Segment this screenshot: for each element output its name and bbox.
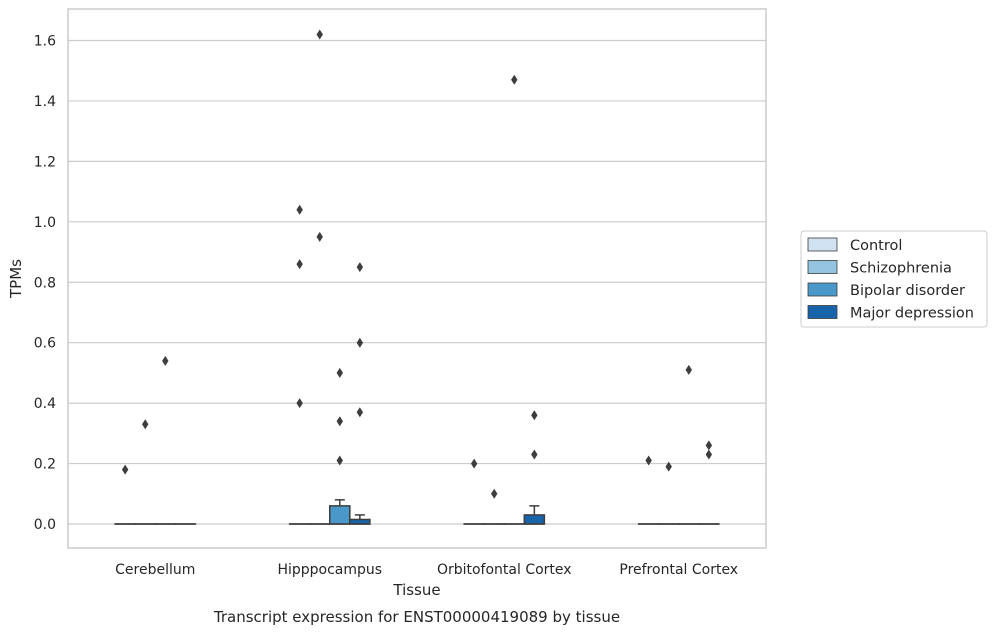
chart-caption: Transcript expression for ENST0000041908… — [213, 608, 620, 626]
y-tick-label: 0.8 — [34, 275, 56, 291]
box-body — [329, 505, 351, 525]
outlier-point — [142, 419, 149, 430]
outlier-point — [470, 458, 478, 469]
legend-frame — [800, 230, 988, 328]
outlier-point — [356, 262, 364, 273]
outlier-point — [356, 407, 364, 418]
plot-area-frame — [67, 8, 767, 549]
legend: Control Schizophrenia Bipolar disorder Majo… — [800, 230, 988, 328]
legend-label: Major depression — [850, 306, 974, 322]
y-tick-label: 0.4 — [34, 396, 56, 412]
y-tick-label: 1.0 — [34, 215, 56, 231]
grid-lines — [68, 39, 766, 525]
legend-label: Control — [850, 238, 902, 254]
legend-label: Bipolar disorder — [850, 283, 965, 299]
outlier-point — [336, 367, 343, 378]
outlier-point — [296, 204, 303, 215]
outlier-point — [645, 455, 652, 466]
outlier-point — [296, 259, 303, 270]
y-tick-label: 1.4 — [34, 94, 56, 110]
outlier-point — [511, 74, 518, 85]
legend-swatch — [807, 237, 838, 252]
y-tick-label: 1.6 — [34, 34, 56, 50]
outlier-point — [531, 410, 538, 421]
outlier-point — [121, 464, 129, 475]
y-axis-title: TPMs — [7, 259, 25, 299]
y-tick-label: 0.6 — [34, 336, 56, 352]
outlier-point — [531, 449, 538, 460]
x-tick-label: Orbitofontal Cortex — [437, 562, 572, 578]
y-tick-label: 1.2 — [34, 154, 56, 170]
outlier-point — [336, 416, 343, 427]
legend-swatch — [807, 260, 838, 274]
outlier-point — [665, 461, 672, 472]
x-axis-title: Tissue — [392, 581, 440, 599]
outlier-point — [316, 231, 323, 242]
boxes — [114, 499, 720, 525]
outlier-point — [491, 488, 498, 499]
x-axis-ticks: Cerebellum Hipppocampus Orbitofontal Corte… — [115, 562, 738, 578]
x-tick-label: Prefrontal Cortex — [619, 562, 738, 578]
outlier-point — [336, 455, 343, 466]
y-axis-ticks: 0.0 0.2 0.4 0.6 0.8 1.0 1.2 1.4 1.6 — [34, 34, 56, 534]
box-major-depression — [349, 514, 371, 525]
y-tick-label: 0.0 — [34, 517, 56, 533]
outlier-point — [296, 398, 303, 409]
outlier-point — [705, 449, 713, 460]
outlier-point — [356, 337, 364, 348]
outlier-point — [705, 440, 713, 451]
box-bipolar-disorder — [329, 499, 351, 525]
x-tick-label: Cerebellum — [115, 562, 195, 578]
box-body — [523, 514, 546, 525]
outlier-point — [316, 29, 323, 40]
x-tick-label: Hipppocampus — [277, 562, 382, 578]
y-tick-label: 0.2 — [34, 457, 56, 473]
outlier-point — [685, 364, 692, 375]
legend-swatch — [807, 305, 838, 319]
outlier-point — [162, 355, 169, 366]
legend-label: Schizophrenia — [850, 261, 952, 277]
box-major-depression — [523, 505, 546, 525]
legend-swatch — [807, 282, 838, 297]
outlier-points — [121, 29, 713, 499]
